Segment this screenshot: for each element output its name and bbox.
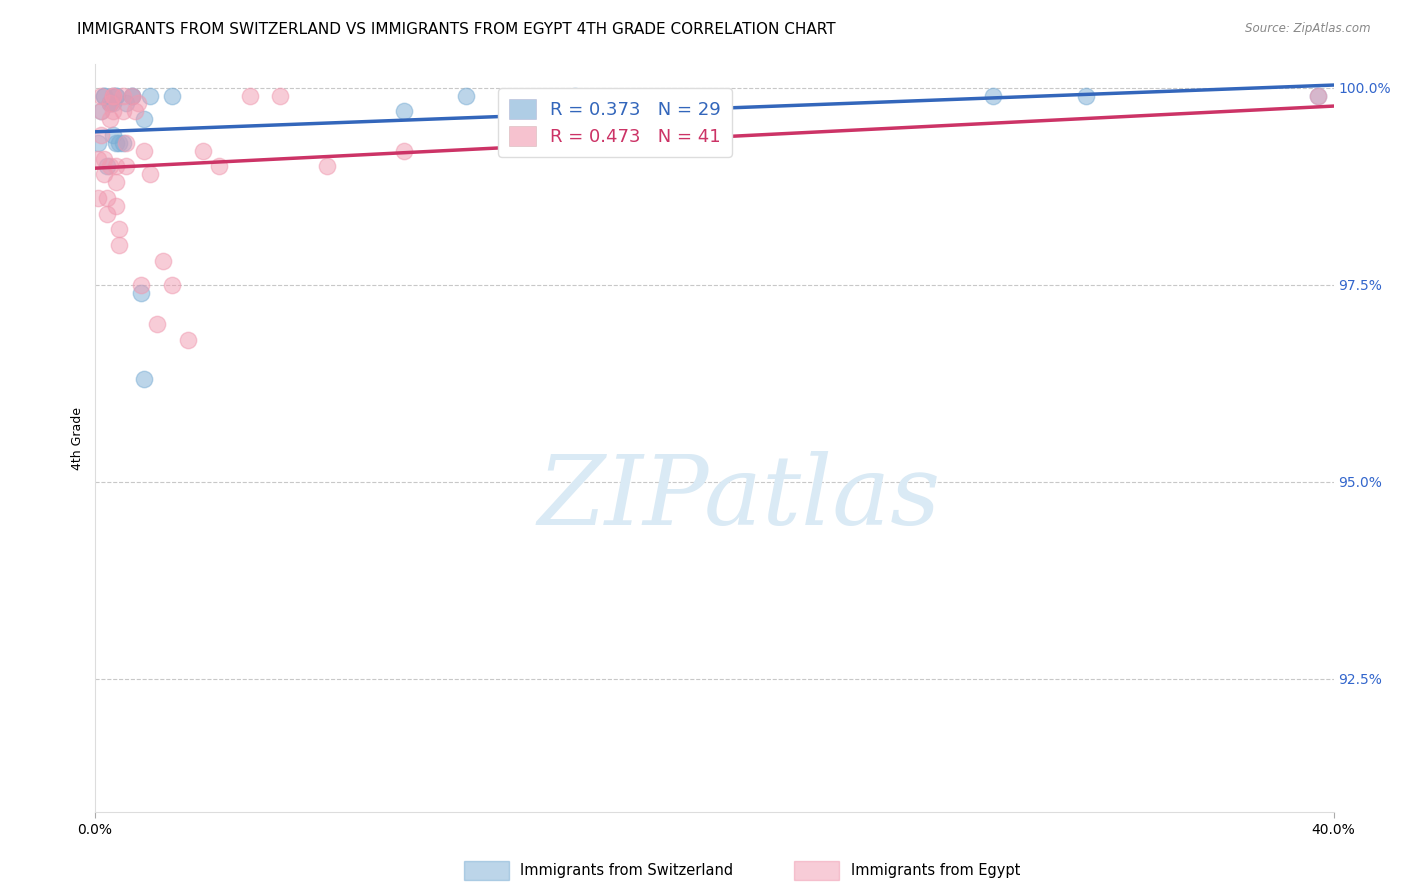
Point xyxy=(111,104,134,119)
Point xyxy=(121,88,143,103)
Point xyxy=(394,104,416,119)
Point xyxy=(103,128,125,142)
Text: Immigrants from Switzerland: Immigrants from Switzerland xyxy=(520,863,734,878)
Point xyxy=(108,238,131,252)
Point xyxy=(87,152,110,166)
Point xyxy=(114,96,136,111)
Text: Immigrants from Egypt: Immigrants from Egypt xyxy=(851,863,1019,878)
Point xyxy=(139,167,162,181)
Point xyxy=(93,88,115,103)
Point xyxy=(111,136,134,150)
Point xyxy=(160,88,183,103)
Point xyxy=(108,136,131,150)
Point xyxy=(90,88,112,103)
Point xyxy=(93,152,115,166)
Point xyxy=(90,104,112,119)
Point xyxy=(129,277,152,292)
Point xyxy=(111,88,134,103)
Point xyxy=(1306,88,1329,103)
Point xyxy=(134,144,156,158)
Point xyxy=(114,160,136,174)
Point xyxy=(105,199,128,213)
Point xyxy=(238,88,260,103)
Text: Source: ZipAtlas.com: Source: ZipAtlas.com xyxy=(1246,22,1371,36)
Point xyxy=(98,96,121,111)
Point xyxy=(96,191,118,205)
Point xyxy=(93,167,115,181)
Point xyxy=(93,88,115,103)
Point xyxy=(134,372,156,386)
Point xyxy=(103,96,125,111)
Point xyxy=(207,160,229,174)
Point xyxy=(87,136,110,150)
Point xyxy=(90,104,112,119)
Point xyxy=(160,277,183,292)
Point xyxy=(121,88,143,103)
Point xyxy=(98,112,121,127)
Point xyxy=(103,88,125,103)
Point xyxy=(152,254,174,268)
Point xyxy=(98,160,121,174)
Point xyxy=(103,88,125,103)
Point xyxy=(105,136,128,150)
Point xyxy=(98,96,121,111)
Point xyxy=(105,175,128,189)
Point xyxy=(129,285,152,300)
Point xyxy=(564,88,586,103)
Point xyxy=(124,104,146,119)
Point xyxy=(191,144,214,158)
Y-axis label: 4th Grade: 4th Grade xyxy=(72,407,84,470)
Point xyxy=(981,88,1004,103)
Point xyxy=(105,88,128,103)
Point xyxy=(103,88,125,103)
Point xyxy=(90,128,112,142)
Point xyxy=(98,96,121,111)
Point xyxy=(127,96,149,111)
Point xyxy=(96,160,118,174)
Point xyxy=(134,112,156,127)
Point xyxy=(176,333,198,347)
Point xyxy=(394,144,416,158)
Point xyxy=(456,88,478,103)
Point xyxy=(316,160,339,174)
Text: IMMIGRANTS FROM SWITZERLAND VS IMMIGRANTS FROM EGYPT 4TH GRADE CORRELATION CHART: IMMIGRANTS FROM SWITZERLAND VS IMMIGRANT… xyxy=(77,22,837,37)
Text: ZIPatlas: ZIPatlas xyxy=(537,451,941,545)
Point xyxy=(145,317,167,331)
Point xyxy=(114,136,136,150)
Point xyxy=(1074,88,1097,103)
Point xyxy=(108,222,131,236)
Point xyxy=(1306,88,1329,103)
Point xyxy=(121,88,143,103)
Point xyxy=(139,88,162,103)
Point xyxy=(103,104,125,119)
Point xyxy=(269,88,291,103)
Point xyxy=(96,207,118,221)
Point xyxy=(105,160,128,174)
Legend: R = 0.373   N = 29, R = 0.473   N = 41: R = 0.373 N = 29, R = 0.473 N = 41 xyxy=(498,88,733,157)
Point xyxy=(87,191,110,205)
Point xyxy=(105,88,128,103)
